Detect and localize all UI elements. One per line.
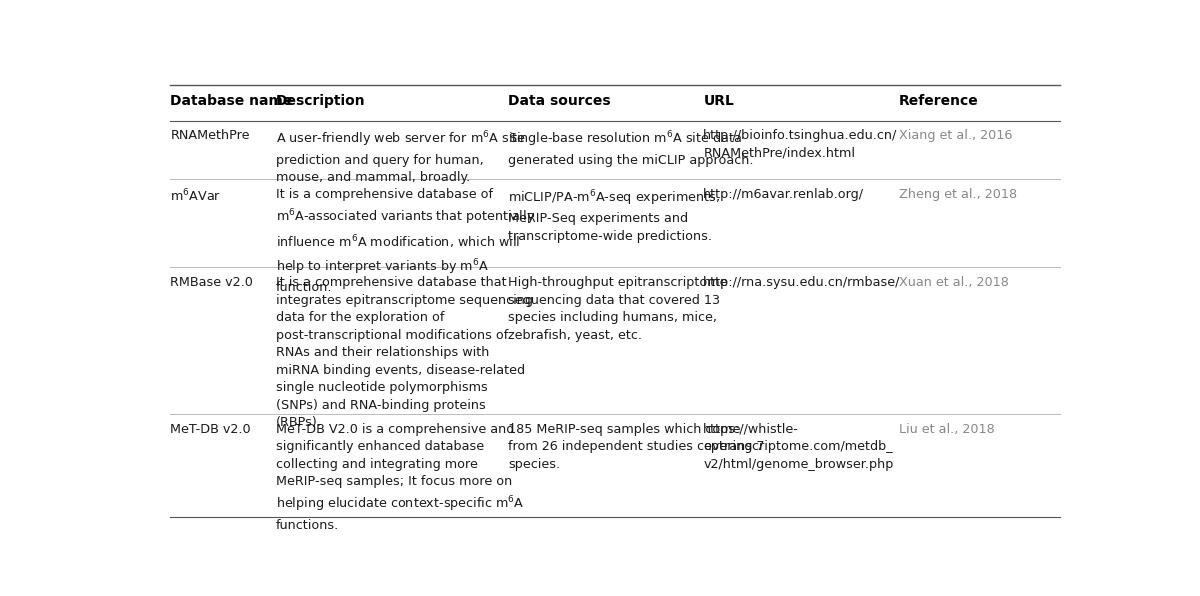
Text: http://rna.sysu.edu.cn/rmbase/: http://rna.sysu.edu.cn/rmbase/ (703, 276, 901, 289)
Text: Liu et al., 2018: Liu et al., 2018 (899, 423, 995, 436)
Text: m$^6$AVar: m$^6$AVar (170, 188, 222, 205)
Text: Database name: Database name (170, 94, 293, 108)
Text: RMBase v2.0: RMBase v2.0 (170, 276, 253, 289)
Text: Xiang et al., 2016: Xiang et al., 2016 (899, 129, 1012, 142)
Text: miCLIP/PA-m$^6$A-seq experiments,
MeRIP-Seq experiments and
transcriptome-wide p: miCLIP/PA-m$^6$A-seq experiments, MeRIP-… (508, 188, 720, 243)
Text: Single-base resolution m$^6$A site data
generated using the miCLIP approach.: Single-base resolution m$^6$A site data … (508, 129, 754, 167)
Text: It is a comprehensive database that
integrates epitranscriptome sequencing
data : It is a comprehensive database that inte… (276, 276, 533, 429)
Text: Data sources: Data sources (508, 94, 611, 108)
Text: http://m6avar.renlab.org/: http://m6avar.renlab.org/ (703, 188, 864, 201)
Text: RNAMethPre: RNAMethPre (170, 129, 250, 142)
Text: Zheng et al., 2018: Zheng et al., 2018 (899, 188, 1016, 201)
Text: High-throughput epitranscriptome
sequencing data that covered 13
species includi: High-throughput epitranscriptome sequenc… (508, 276, 727, 342)
Text: Reference: Reference (899, 94, 978, 108)
Text: MeT-DB v2.0: MeT-DB v2.0 (170, 423, 251, 436)
Text: A user-friendly web server for m$^6$A site
prediction and query for human,
mouse: A user-friendly web server for m$^6$A si… (276, 129, 526, 184)
Text: Description: Description (276, 94, 365, 108)
Text: 185 MeRIP-seq samples which come
from 26 independent studies covering 7
species.: 185 MeRIP-seq samples which come from 26… (508, 423, 764, 471)
Text: MeT-DB V2.0 is a comprehensive and
significantly enhanced database
collecting an: MeT-DB V2.0 is a comprehensive and signi… (276, 423, 524, 532)
Text: It is a comprehensive database of
m$^6$A-associated variants that potentially
in: It is a comprehensive database of m$^6$A… (276, 188, 535, 294)
Text: URL: URL (703, 94, 734, 108)
Text: Xuan et al., 2018: Xuan et al., 2018 (899, 276, 1008, 289)
Text: http://bioinfo.tsinghua.edu.cn/
RNAMethPre/index.html: http://bioinfo.tsinghua.edu.cn/ RNAMethP… (703, 129, 898, 160)
Text: https://whistle-
eptranscriptome.com/metdb_
v2/html/genome_browser.php: https://whistle- eptranscriptome.com/met… (703, 423, 894, 471)
